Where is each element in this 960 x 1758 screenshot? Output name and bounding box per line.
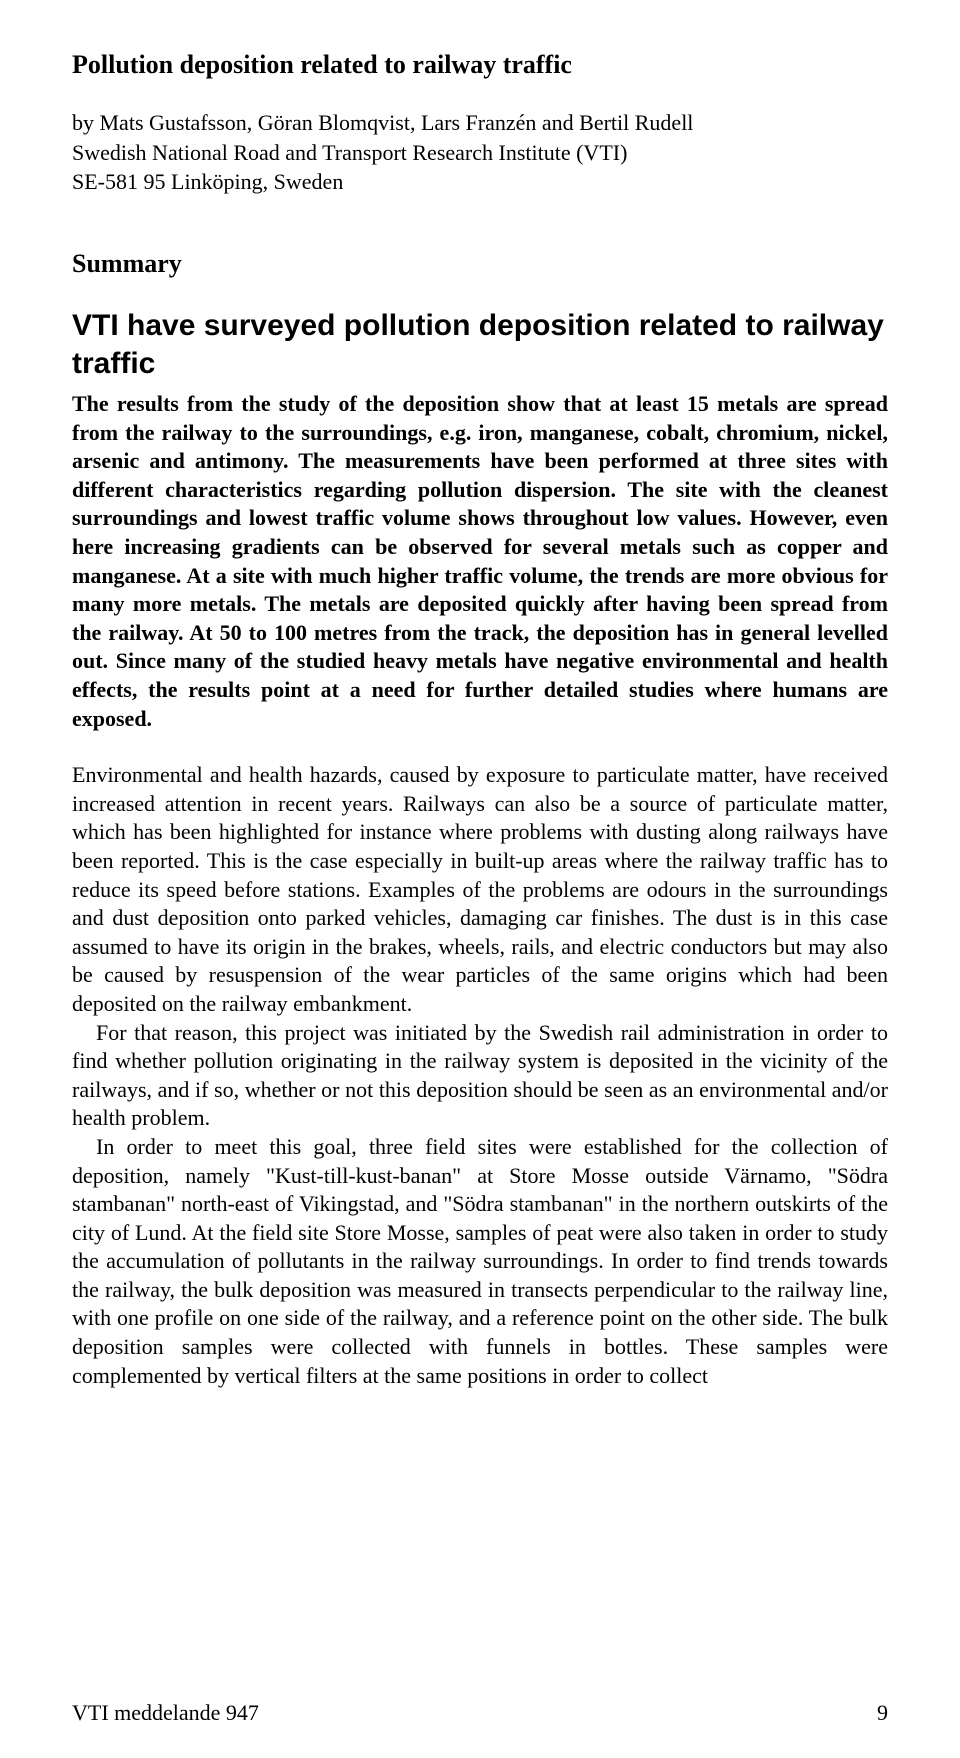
footer-page-number: 9 — [877, 1700, 888, 1726]
authors-line-2: Swedish National Road and Transport Rese… — [72, 140, 627, 165]
page-footer: VTI meddelande 947 9 — [72, 1700, 888, 1726]
body-paragraphs: Environmental and health hazards, caused… — [72, 761, 888, 1390]
paragraph-1: Environmental and health hazards, caused… — [72, 762, 888, 1016]
paragraph-3: In order to meet this goal, three field … — [72, 1134, 888, 1388]
document-subtitle: VTI have surveyed pollution deposition r… — [72, 307, 888, 382]
authors-line-1: by Mats Gustafsson, Göran Blomqvist, Lar… — [72, 110, 693, 135]
document-title: Pollution deposition related to railway … — [72, 50, 888, 80]
footer-left-text: VTI meddelande 947 — [72, 1700, 259, 1726]
authors-line-3: SE-581 95 Linköping, Sweden — [72, 169, 343, 194]
summary-body-text: The results from the study of the deposi… — [72, 390, 888, 733]
authors-block: by Mats Gustafsson, Göran Blomqvist, Lar… — [72, 108, 888, 197]
paragraph-2: For that reason, this project was initia… — [72, 1020, 888, 1131]
summary-heading: Summary — [72, 249, 888, 279]
